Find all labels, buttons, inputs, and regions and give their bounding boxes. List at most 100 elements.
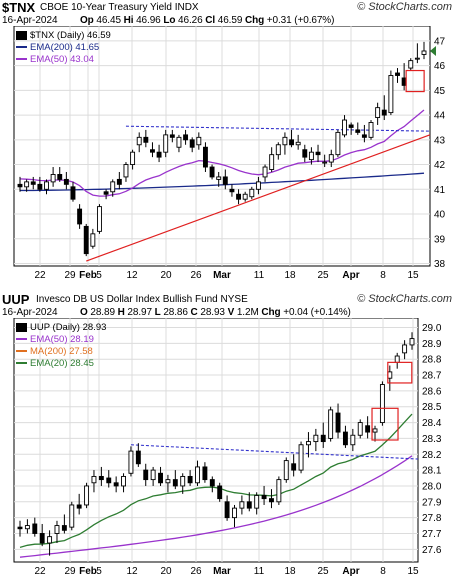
candle-body xyxy=(202,466,208,481)
candle-body xyxy=(275,144,281,156)
y-tick-label: 27.8 xyxy=(422,513,442,524)
legend-swatch xyxy=(16,323,27,332)
support-trendline xyxy=(86,134,431,262)
candle-body xyxy=(106,477,112,484)
y-tick-label: 44 xyxy=(434,111,446,122)
candle-body xyxy=(24,525,30,530)
candle-body xyxy=(195,466,200,484)
candle-body xyxy=(262,166,268,178)
candle-body xyxy=(348,124,354,128)
y-tick-label: 46 xyxy=(434,61,446,72)
candle-body xyxy=(216,176,222,180)
uup-date: 16-Apr-2024 xyxy=(2,307,58,318)
candle-body xyxy=(217,485,223,500)
x-tick-label: 8 xyxy=(380,566,386,577)
candle-body xyxy=(156,151,162,158)
y-tick-label: 27.6 xyxy=(422,545,442,556)
candle-body xyxy=(158,472,163,484)
candle-body xyxy=(196,136,202,146)
candle-body xyxy=(246,501,252,509)
y-tick-label: 27.9 xyxy=(422,497,442,508)
y-tick-label: 40 xyxy=(434,210,446,221)
candle-body xyxy=(320,434,326,443)
x-tick-label: Mar xyxy=(213,270,231,281)
candle-body xyxy=(408,60,414,69)
candle-body xyxy=(409,338,415,346)
candle-body xyxy=(128,450,134,474)
candle-body xyxy=(242,193,248,200)
candle-body xyxy=(77,208,83,225)
candle-body xyxy=(372,428,378,433)
candle-body xyxy=(335,131,341,156)
candle-body xyxy=(401,77,407,86)
candle-body xyxy=(254,495,260,509)
y-tick-label: 38 xyxy=(434,259,446,270)
tnx-chart: 47 46 45 44 43 42 41 40 39 38 22 29 Feb 5 12 20 26 Mar 11 1… xyxy=(13,26,446,281)
candle-body xyxy=(239,501,245,509)
candle-body xyxy=(295,141,301,146)
candle-body xyxy=(357,422,363,436)
candle-body xyxy=(361,134,367,138)
uup-chart: 29.0 28.9 28.8 28.7 28.6 28.5 28.4 28.3 28.2 28.1… xyxy=(0,318,442,577)
candle-body xyxy=(17,183,23,188)
y-tick-label: 28.8 xyxy=(422,355,442,366)
x-tick-label: 26 xyxy=(190,566,202,577)
candle-body xyxy=(143,136,149,143)
candle-body xyxy=(322,161,328,164)
x-tick-label: 22 xyxy=(34,270,46,281)
highlight-box xyxy=(405,69,425,93)
candle-body xyxy=(180,475,186,487)
x-tick-label: 15 xyxy=(407,270,419,281)
legend-entry: EMA(200) 41.65 xyxy=(30,42,99,53)
legend-entry: EMA(50) 28.19 xyxy=(30,334,94,345)
candle-body xyxy=(183,134,189,141)
candle-body xyxy=(255,181,261,190)
x-tick-label: 12 xyxy=(126,270,138,281)
x-tick-label: Apr xyxy=(342,270,359,281)
x-tick-label: 12 xyxy=(126,566,138,577)
y-tick-label: 28.1 xyxy=(422,466,442,477)
candle-body xyxy=(291,463,297,471)
candle-body xyxy=(335,412,341,433)
candle-body xyxy=(150,469,156,481)
candle-body xyxy=(308,151,314,161)
candle-body xyxy=(402,344,408,354)
candle-body xyxy=(368,122,374,138)
candle-body xyxy=(298,444,304,471)
candle-body xyxy=(395,72,400,76)
candle-body xyxy=(421,50,427,55)
x-tick-label: Mar xyxy=(213,566,231,577)
candle-body xyxy=(84,485,90,506)
x-tick-label: 25 xyxy=(317,566,329,577)
candle-body xyxy=(30,181,36,185)
candle-body xyxy=(90,233,96,247)
candle-body xyxy=(47,536,53,544)
x-tick-label: Feb xyxy=(79,270,97,281)
candle-body xyxy=(232,507,237,519)
y-tick-label: 28.2 xyxy=(422,450,442,461)
resistance-line xyxy=(125,125,431,132)
x-tick-label: 29 xyxy=(64,566,76,577)
candle-body xyxy=(261,495,267,500)
y-tick-label: 28.9 xyxy=(422,339,442,350)
candle-body xyxy=(187,475,193,484)
ema50-line xyxy=(19,109,425,197)
candle-body xyxy=(375,107,381,118)
candle-body xyxy=(57,174,63,180)
candle-body xyxy=(282,136,288,146)
candle-body xyxy=(302,149,308,158)
x-tick-label: 29 xyxy=(64,270,76,281)
candle-body xyxy=(143,469,149,481)
highlight-box xyxy=(371,407,399,441)
candle-body xyxy=(37,183,43,190)
y-tick-label: 29.0 xyxy=(422,323,442,334)
candle-body xyxy=(189,139,195,148)
x-tick-label: 22 xyxy=(34,566,46,577)
candle-body xyxy=(54,525,60,534)
candle-body xyxy=(365,425,371,433)
x-tick-label: 26 xyxy=(190,270,202,281)
y-tick-label: 39 xyxy=(434,234,446,245)
candle-body xyxy=(328,409,334,439)
x-tick-label: 5 xyxy=(96,566,102,577)
candle-body xyxy=(121,475,126,487)
